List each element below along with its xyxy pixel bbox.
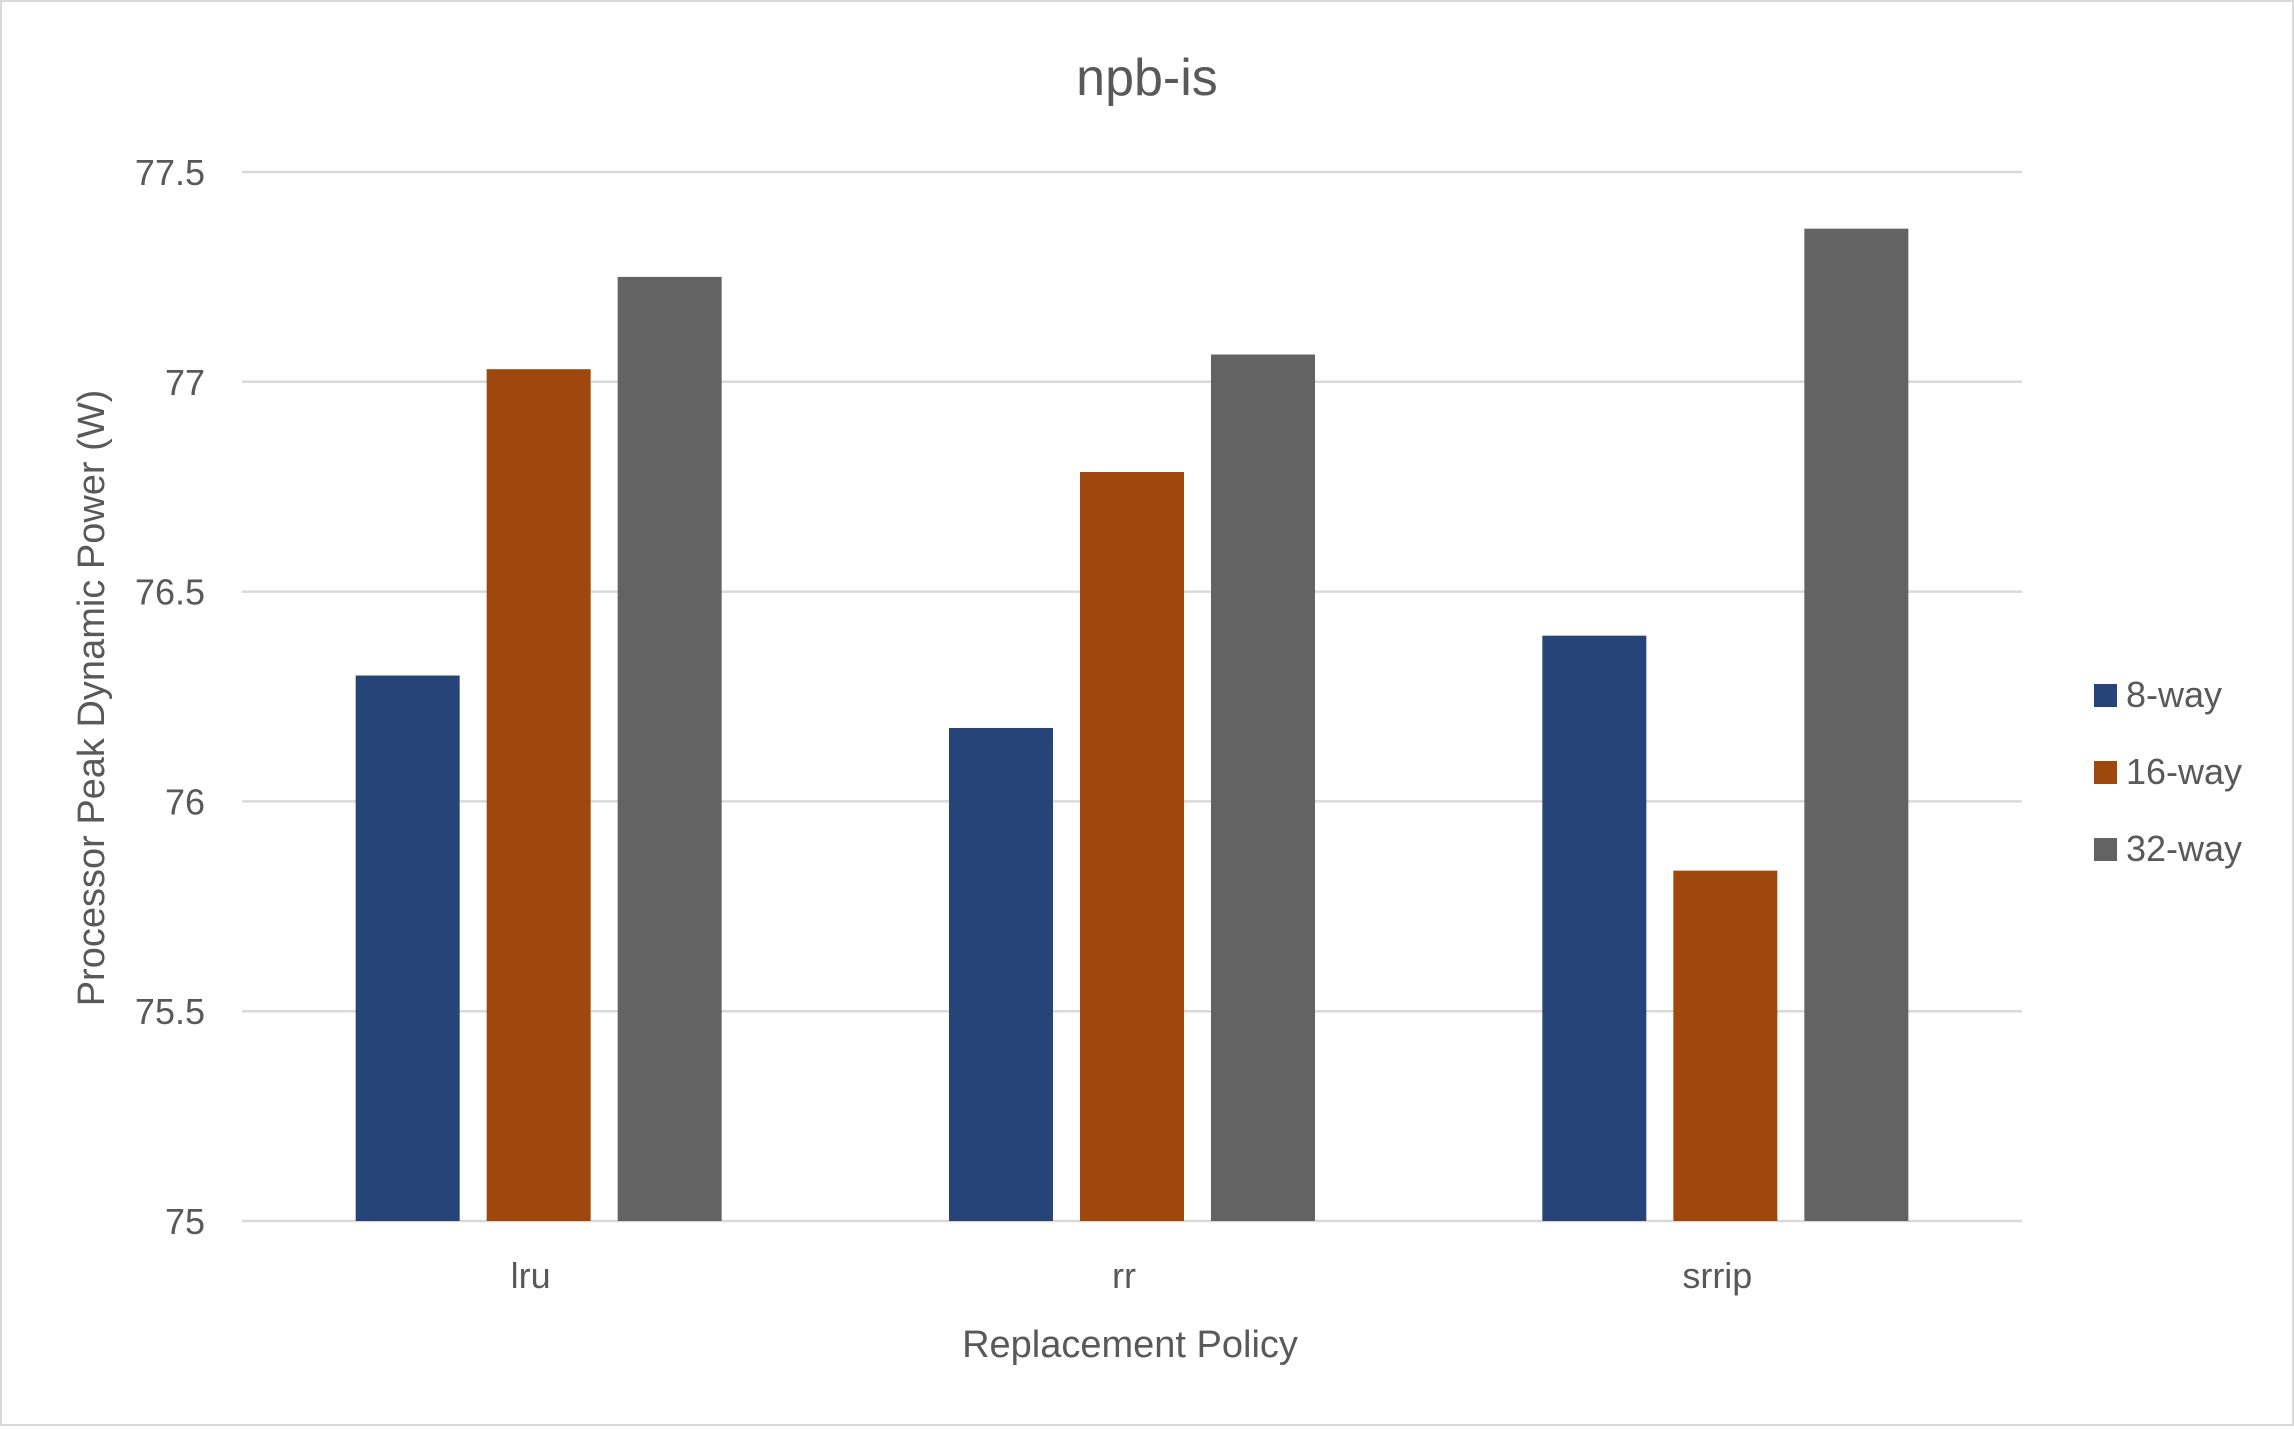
bar-32-way-rr (1211, 354, 1315, 1221)
bars (355, 228, 1909, 1221)
legend-label: 8-way (2126, 674, 2222, 715)
y-tick-label: 77.5 (135, 152, 205, 193)
bar-16-way-rr (1080, 472, 1184, 1221)
y-axis-label: Processor Peak Dynamic Power (W) (71, 390, 113, 1007)
bar-16-way-srrip (1673, 870, 1778, 1221)
y-tick-label: 77 (165, 362, 205, 403)
x-axis-label: Replacement Policy (962, 1324, 1298, 1366)
legend-swatch (2094, 838, 2117, 861)
legend-label: 16-way (2126, 751, 2242, 792)
bar-8-way-lru (355, 675, 460, 1221)
legend-label: 32-way (2126, 828, 2242, 869)
bar-32-way-lru (617, 276, 722, 1221)
bar-8-way-srrip (1542, 635, 1647, 1221)
y-tick-label: 76 (165, 781, 205, 822)
legend-swatch (2094, 761, 2117, 784)
bar-16-way-lru (486, 369, 591, 1221)
bar-8-way-rr (949, 727, 1053, 1221)
x-tick-label: lru (511, 1255, 551, 1296)
x-tick-label: rr (1112, 1255, 1136, 1296)
y-tick-label: 75 (165, 1201, 205, 1242)
y-axis-tick-labels: 75 75.5 76 76.5 77 77.5 (135, 152, 205, 1242)
chart-title: npb-is (1076, 49, 1218, 107)
x-axis-tick-labels: lru rr srrip (511, 1255, 1753, 1296)
legend-swatch (2094, 684, 2117, 707)
x-tick-label: srrip (1682, 1255, 1752, 1296)
bar-32-way-srrip (1804, 228, 1909, 1221)
y-tick-label: 75.5 (135, 991, 205, 1032)
legend: 8-way 16-way 32-way (2094, 674, 2242, 869)
y-tick-label: 76.5 (135, 572, 205, 613)
